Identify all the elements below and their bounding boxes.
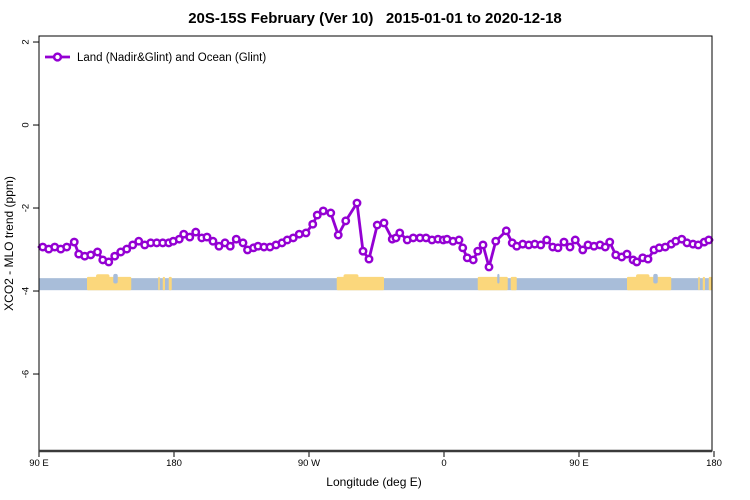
data-point-marker	[704, 235, 714, 245]
data-point-marker	[559, 237, 569, 247]
y-tick-label: 2	[20, 39, 31, 44]
gulf-notch	[497, 273, 500, 284]
data-point-marker	[632, 257, 642, 267]
land-segment	[698, 276, 700, 291]
data-point-marker	[318, 206, 328, 216]
gulf-notch	[113, 273, 118, 284]
data-point-marker	[185, 232, 195, 242]
data-point-marker	[565, 242, 575, 252]
y-tick-label: -4	[21, 287, 32, 295]
data-point-marker	[225, 241, 235, 251]
data-point-marker	[326, 208, 336, 218]
data-point-marker	[134, 236, 144, 246]
y-tick-label: -2	[21, 204, 32, 212]
data-point-marker	[372, 220, 382, 230]
legend: Land (Nadir&Glint) and Ocean (Glint)	[45, 52, 266, 64]
data-point-marker	[341, 216, 351, 226]
plot-area: 90 E 180 90 W 0 90 E 180 2 0 -2 -4 -6	[20, 39, 721, 469]
data-point-marker	[122, 244, 132, 254]
data-point-marker	[473, 246, 483, 256]
x-tick-label: 180	[706, 458, 722, 469]
data-point-marker	[93, 247, 102, 257]
data-point-marker	[231, 234, 241, 244]
data-point-marker	[128, 240, 138, 250]
land-segment	[626, 276, 672, 291]
data-point-marker	[536, 240, 546, 250]
x-tick-label: 180	[166, 458, 182, 469]
data-point-marker	[294, 229, 304, 239]
data-point-marker	[395, 228, 405, 238]
data-point-marker	[104, 257, 114, 267]
land-coast-bump	[635, 274, 650, 279]
y-tick-label: -6	[21, 370, 32, 378]
x-tick-label: 0	[441, 458, 446, 469]
data-point-marker	[202, 232, 212, 242]
data-point-marker	[643, 254, 653, 264]
land-segment	[708, 276, 712, 291]
data-point-marker	[542, 235, 552, 245]
data-point-marker	[312, 210, 322, 220]
data-point-marker	[301, 228, 311, 238]
data-point-marker	[501, 226, 511, 236]
data-point-marker	[288, 233, 298, 243]
land-segment	[510, 276, 517, 291]
legend-label: Land (Nadir&Glint) and Ocean (Glint)	[77, 52, 266, 64]
land-segment	[162, 276, 165, 291]
x-tick-label: 90 E	[29, 458, 49, 469]
x-tick-label: 90 W	[298, 458, 320, 469]
y-tick-label: 0	[21, 122, 32, 127]
data-point-marker	[110, 251, 120, 261]
land-segment	[86, 276, 132, 291]
data-point-marker	[358, 246, 368, 256]
data-point-marker	[491, 236, 501, 246]
data-point-marker	[333, 230, 343, 240]
chart-title: 20S-15S February (Ver 10) 2015-01-01 to …	[188, 10, 562, 27]
data-point-marker	[379, 218, 389, 228]
data-point-marker	[308, 219, 318, 229]
data-point-marker	[69, 237, 79, 247]
data-point-marker	[174, 234, 184, 244]
gulf-notch	[653, 273, 658, 284]
x-axis-title: Longitude (deg E)	[326, 475, 421, 489]
data-point-marker	[578, 245, 588, 255]
data-point-marker	[484, 262, 494, 272]
data-point-marker	[191, 227, 201, 237]
series-line	[37, 201, 714, 269]
data-point-marker	[600, 242, 610, 252]
data-point-marker	[458, 243, 468, 253]
y-axis-title: XCO2 - MLO trend (ppm)	[2, 176, 16, 311]
x-tick-label: 90 E	[569, 458, 589, 469]
data-point-marker	[478, 240, 488, 250]
data-point-marker	[468, 255, 478, 265]
data-point-marker	[553, 243, 563, 253]
data-point-marker	[364, 254, 374, 264]
data-point-marker	[605, 237, 615, 247]
data-point-marker	[62, 242, 72, 252]
data-point-marker	[622, 249, 632, 259]
land-coast-bump	[95, 274, 110, 279]
land-segment	[477, 276, 508, 291]
data-point-marker	[86, 250, 96, 260]
legend-marker-icon	[52, 52, 63, 62]
land-segment	[158, 276, 160, 291]
land-segment	[168, 276, 172, 291]
land-segment	[336, 276, 384, 291]
data-point-marker	[238, 238, 248, 248]
land-segment	[702, 276, 705, 291]
data-point-marker	[408, 233, 418, 243]
data-point-marker	[570, 235, 580, 245]
data-point-marker	[208, 236, 218, 246]
data-point-marker	[352, 198, 362, 208]
land-coast-bump	[343, 274, 359, 279]
data-point-marker	[454, 235, 464, 245]
